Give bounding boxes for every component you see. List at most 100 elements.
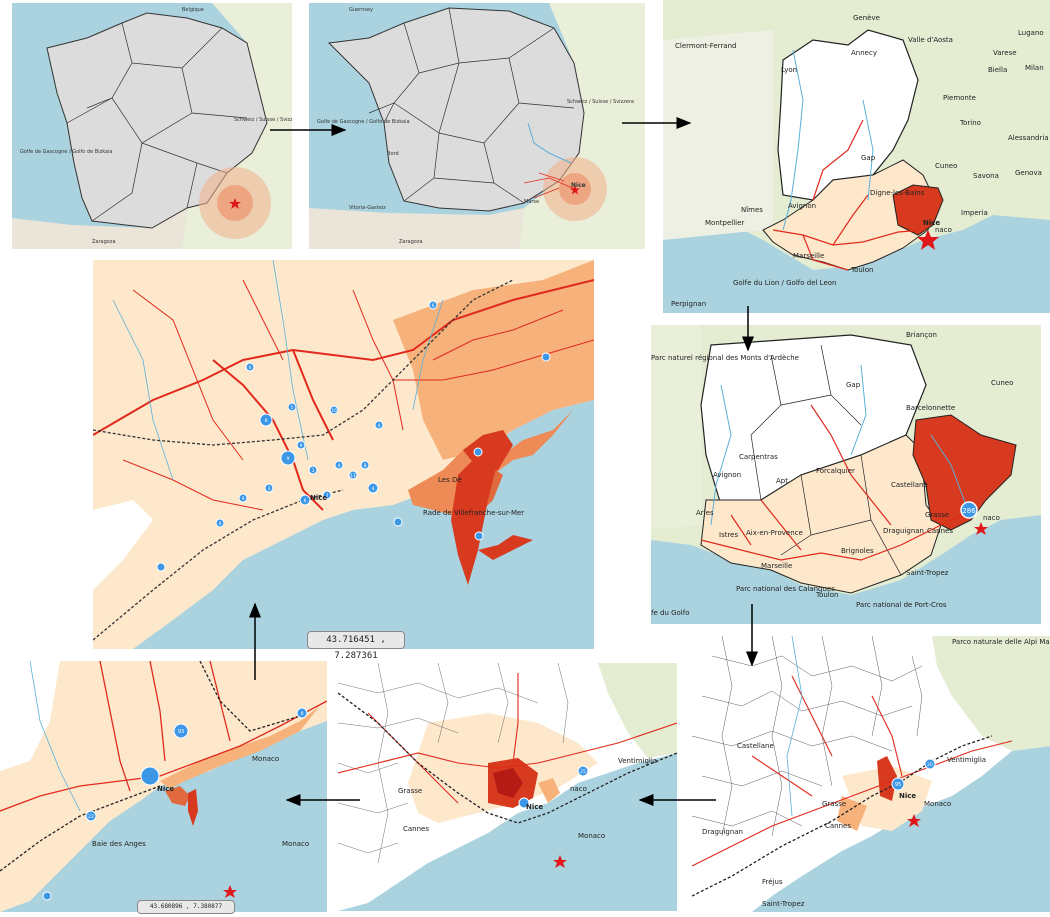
- label-guernsey: Guernsey: [349, 7, 373, 13]
- cluster-marker[interactable]: [924, 758, 936, 770]
- label-les-du: Les Dé: [438, 476, 462, 484]
- label-cuneo: Cuneo: [935, 162, 957, 170]
- label-montpellier: Montpellier: [705, 219, 744, 227]
- epicenter-star-icon: [974, 522, 988, 535]
- label-aosta: Valle d'Aosta: [908, 36, 953, 44]
- cluster-marker[interactable]: [85, 810, 97, 822]
- label-gascogne: Golfe de Gascogne / Golfo de Bizkaia: [20, 149, 113, 155]
- label-schweiz: Schweiz / Suisse / Svizzera: [567, 99, 634, 105]
- label-cannes: Cannes: [927, 527, 953, 535]
- label-nimes: Nîmes: [741, 206, 763, 214]
- map-panel-france-regions[interactable]: Nice Golfe de Gascogne / Golfo de Bizkai…: [309, 3, 645, 249]
- label-gascogne: Golfe de Gascogne / Golfo de Bizkaia: [317, 119, 410, 125]
- label-istres: Istres: [719, 531, 738, 539]
- cluster-marker[interactable]: [140, 766, 160, 786]
- cluster-count: 3: [268, 486, 271, 492]
- label-zaragoza: Zaragoza: [92, 239, 116, 245]
- label-alessandria: Alessandria: [1008, 134, 1049, 142]
- cluster-count: 20: [927, 762, 933, 768]
- label-biella: Biella: [988, 66, 1007, 74]
- cluster-marker[interactable]: [518, 797, 530, 809]
- map-panel-nice-communes[interactable]: 25 Nice Monaco naco Ventimiglia Grasse C…: [338, 663, 677, 911]
- label-saint-tropez: Saint-Tropez: [906, 569, 949, 577]
- cluster-count: 6: [304, 498, 307, 504]
- cluster-marker[interactable]: [960, 501, 978, 519]
- cluster-count: 9: [287, 456, 290, 462]
- epicenter-star-icon: [223, 885, 237, 898]
- cluster-count: 286: [962, 507, 976, 515]
- label-draguignan: Draguignan: [702, 828, 743, 836]
- label-nice: Nice: [899, 792, 916, 800]
- cluster-count: 22: [88, 814, 94, 820]
- alpes-maritimes-highlight: [912, 414, 1017, 531]
- label-arles: Arles: [696, 509, 714, 517]
- cluster-marker[interactable]: [42, 891, 52, 901]
- cluster-count: 8: [301, 711, 304, 717]
- label-perpignan: Perpignan: [671, 300, 706, 308]
- label-castellane: Castellane: [737, 742, 774, 750]
- label-grasse: Grasse: [925, 511, 949, 519]
- label-monaco: Monaco: [924, 800, 951, 808]
- label-frejus: Fréjus: [762, 878, 783, 886]
- label-apt: Apt: [776, 477, 788, 485]
- cluster-count: 9: [300, 443, 303, 449]
- cluster-count: 4: [219, 521, 222, 527]
- label-gap: Gap: [861, 154, 876, 162]
- label-gap: Gap: [846, 381, 861, 389]
- label-clermont: Clermont-Ferrand: [675, 42, 736, 50]
- cluster-markers: 6 6 5 8 10 4 9 9 3 4 11 8 4 2 6 3 9 4: [156, 300, 551, 572]
- label-digne: Digne-les-Bains: [870, 189, 925, 197]
- alpes-maritimes-map: 95 20 Parco naturale delle Alpi Marittim…: [692, 636, 1050, 912]
- map-panel-nice-coast[interactable]: 93 22 8 Nice Monaco Monaco Baie des Ange…: [0, 661, 327, 912]
- alpes-maritimes-highlight: [892, 184, 944, 236]
- map-panel-alpes-maritimes[interactable]: 95 20 Parco naturale delle Alpi Marittim…: [692, 636, 1050, 912]
- label-calanques: Parc national des Calanques: [736, 585, 835, 593]
- map-panel-nice-detail[interactable]: 6 6 5 8 10 4 9 9 3 4 11 8 4 2 6 3 9 4 Nice Les Dé Rade de…: [93, 260, 594, 649]
- highest-intensity-zone: [188, 789, 198, 826]
- label-naco: naco: [983, 514, 1000, 522]
- label-geneve: Genève: [853, 14, 880, 22]
- label-golfe: fe du Golfo: [651, 609, 690, 617]
- map-panel-departements[interactable]: 286 Parc naturel régional des Monts d'Ar…: [651, 325, 1041, 624]
- label-nice: Nice: [526, 803, 543, 811]
- coordinate-readout: 43.716451 , 7.287361: [307, 631, 405, 661]
- nice-coast-map: 93 22 8 Nice Monaco Monaco Baie des Ange…: [0, 661, 327, 912]
- label-carpentras: Carpentras: [739, 453, 778, 461]
- cluster-marker[interactable]: [577, 765, 589, 777]
- label-parc-ardeche: Parc naturel régional des Monts d'Ardèch…: [651, 354, 799, 362]
- cluster-marker[interactable]: [296, 707, 308, 719]
- label-monaco: Monaco: [578, 832, 605, 840]
- label-marseille: Marseille: [793, 252, 824, 260]
- nice-communes-map: 25 Nice Monaco naco Ventimiglia Grasse C…: [338, 663, 677, 911]
- cluster-count: 6: [249, 365, 252, 371]
- cluster-count: 5: [291, 405, 294, 411]
- departements-map: 286 Parc naturel régional des Monts d'Ar…: [651, 325, 1041, 624]
- cluster-marker[interactable]: [173, 723, 189, 739]
- map-panel-paca-region[interactable]: Nice naco Clermont-Ferrand Lyon Genève A…: [663, 0, 1050, 313]
- label-nice: Nice: [310, 494, 327, 502]
- label-toulon: Toulon: [815, 591, 838, 599]
- label-toulon: Toulon: [850, 266, 873, 274]
- label-saint-tropez: Saint-Tropez: [762, 900, 805, 908]
- label-naco: naco: [570, 785, 587, 793]
- label-schweiz: Schweiz / Suisse / Svizzera: [234, 117, 292, 123]
- cluster-count: 11: [350, 473, 356, 479]
- label-torino: Torino: [959, 119, 981, 127]
- label-forcalquier: Forcalquier: [816, 467, 855, 475]
- label-ventimiglia: Ventimiglia: [618, 757, 657, 765]
- cluster-count: 8: [364, 463, 367, 469]
- coordinate-readout-small: 43.680896 , 7.380877: [137, 900, 235, 914]
- label-lugano: Lugano: [1018, 29, 1044, 37]
- cluster-count: 4: [338, 463, 341, 469]
- label-avignon: Avignon: [713, 471, 741, 479]
- cluster-count: 10: [331, 408, 337, 414]
- map-panel-france-overview[interactable]: Golfe de Gascogne / Golfo de Bizkaia Bel…: [12, 3, 292, 249]
- epicenter-star-icon: [229, 198, 241, 209]
- label-port-cros: Parc national de Port-Cros: [856, 601, 947, 609]
- france-overview-map: Golfe de Gascogne / Golfo de Bizkaia Bel…: [12, 3, 292, 249]
- label-monaco: Monaco: [282, 840, 309, 848]
- label-grasse: Grasse: [822, 800, 846, 808]
- label-draguignan: Draguignan: [883, 527, 924, 535]
- label-nice: Nice: [571, 182, 586, 189]
- cluster-marker[interactable]: [891, 777, 905, 791]
